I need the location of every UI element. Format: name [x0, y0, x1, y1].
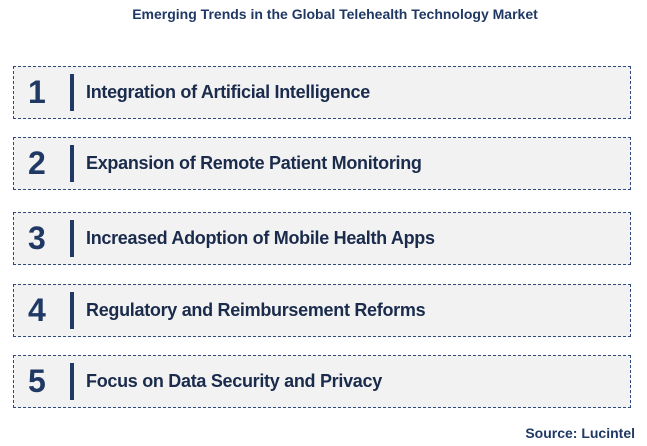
trend-number: 2 [28, 145, 46, 181]
trend-box: 2 Expansion of Remote Patient Monitoring [13, 137, 631, 190]
trend-box: 4 Regulatory and Reimbursement Reforms [13, 284, 631, 337]
trend-label: Focus on Data Security and Privacy [86, 371, 382, 391]
trend-label: Regulatory and Reimbursement Reforms [86, 300, 426, 320]
divider [70, 363, 74, 400]
trend-label: Increased Adoption of Mobile Health Apps [86, 228, 435, 248]
trend-number: 3 [28, 220, 46, 256]
divider [70, 145, 74, 182]
divider [70, 74, 74, 111]
trend-number: 5 [28, 363, 46, 399]
trend-number: 1 [28, 74, 46, 110]
trend-label: Expansion of Remote Patient Monitoring [86, 153, 422, 173]
trend-box: 5 Focus on Data Security and Privacy [13, 355, 631, 408]
divider [70, 292, 74, 329]
trend-label: Integration of Artificial Intelligence [86, 82, 370, 102]
trend-box: 1 Integration of Artificial Intelligence [13, 66, 631, 119]
source: Source: Lucintel [525, 425, 635, 441]
trend-box: 3 Increased Adoption of Mobile Health App… [13, 212, 631, 265]
divider [70, 220, 74, 257]
title: Emerging Trends in the Global Telehealth… [132, 6, 538, 22]
trend-number: 4 [28, 292, 46, 328]
